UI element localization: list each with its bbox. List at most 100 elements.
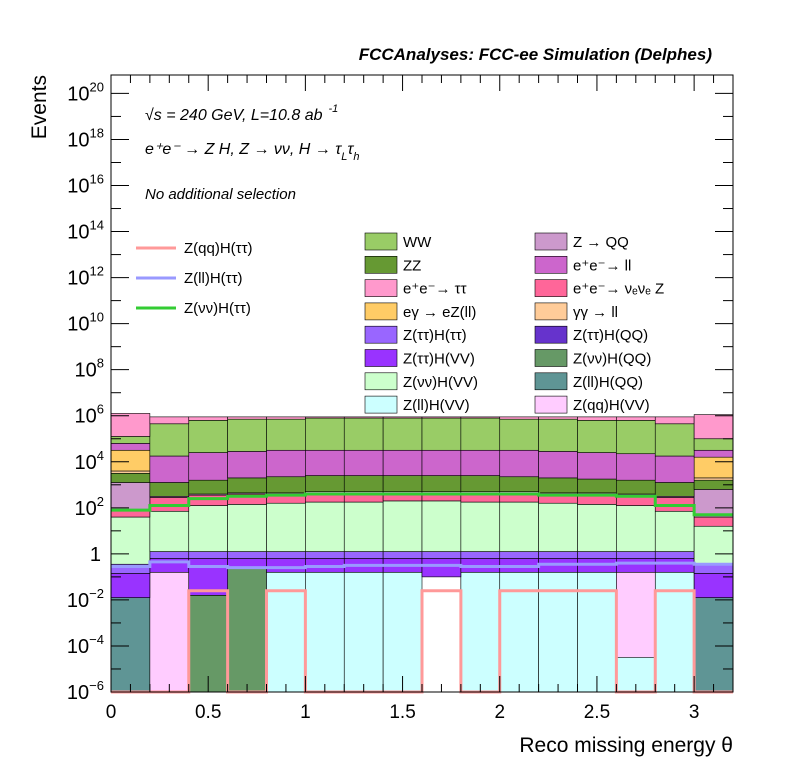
stack-bar-13-11 [538, 451, 578, 479]
stack-bar-10-6 [343, 475, 384, 493]
stack-bar-14-15 [693, 438, 734, 451]
stack-bar-7-7 [382, 500, 423, 552]
stack-bar-10-8 [421, 475, 462, 493]
y-axis-label: Events [28, 75, 51, 139]
y-tick-label-9: 1012 [67, 264, 104, 290]
axis-ticks: 0 0.5 1 1.5 2 2.5 3 10−6 10−4 10−2 1 102 104 106 108 10… [67, 75, 733, 723]
stack-bar-7-0 [110, 516, 151, 565]
chart-title: FCCAnalyses: FCC-ee Simulation (Delphes) [359, 45, 713, 64]
y-tick-label-7: 108 [75, 356, 104, 382]
x-tick-label-5: 2.5 [584, 702, 610, 723]
y-tick-label-6: 106 [75, 402, 104, 428]
annotation-selection: No additional selection [145, 186, 296, 203]
stack-bar-5-15 [693, 573, 734, 598]
stack-bar-6-6 [343, 551, 384, 559]
stack-bar-6-11 [538, 551, 578, 559]
stack-bar-9-0 [110, 482, 151, 511]
legend-right-label-3: γγ → ll [573, 304, 618, 321]
stack-bar-7-10 [499, 501, 539, 552]
legend-right-swatch-7 [534, 395, 568, 414]
stack-bar-5-2 [188, 558, 228, 596]
legend-mid-swatch-0 [364, 232, 398, 251]
legend-left-label-1: Z(ll)H(ττ) [184, 270, 243, 287]
stack-bar-7-1 [149, 510, 190, 552]
stack-bar-14-10 [499, 418, 539, 451]
stack-bar-3-5 [305, 571, 345, 693]
x-axis-label: Reco missing energy θ [519, 734, 733, 757]
stack-bar-3-11 [538, 571, 578, 693]
legend-right-label-4: Z(ττ)H(QQ) [573, 327, 648, 344]
legend-left-label-2: Z(νν)H(ττ) [184, 300, 251, 317]
stack-bar-15-13 [616, 416, 656, 421]
y-tick-label-12: 1018 [67, 125, 104, 151]
stack-bar-7-9 [460, 501, 501, 552]
stack-bar-15-12 [577, 416, 617, 421]
legend-right-label-2: e⁺e⁻→ νₑνₑ Z [573, 281, 664, 298]
legend-mid-label-3: eγ → eZ(ll) [403, 304, 476, 321]
stack-bar-14-7 [382, 417, 423, 451]
y-tick-label-5: 104 [75, 448, 104, 474]
stack-bar-15-1 [149, 416, 190, 425]
stack-bar-15-7 [382, 416, 423, 419]
stack-bar-8-15 [693, 516, 734, 527]
stack-bar-13-7 [382, 449, 423, 476]
stack-bar-0-0 [110, 597, 151, 693]
stack-bar-10-12 [577, 478, 617, 494]
stack-bar-14-3 [227, 418, 267, 452]
legend-right-swatch-1 [534, 255, 568, 274]
stack-bar-15-0 [110, 413, 151, 437]
stack-bar-14-0 [110, 436, 151, 444]
stack-bar-4-13 [616, 571, 656, 658]
signal-line-2 [111, 492, 733, 517]
stack-bar-14-6 [343, 417, 384, 451]
stack-bar-14-4 [266, 418, 306, 451]
stack-bar-5-4 [266, 558, 306, 573]
stack-bar-10-2 [188, 479, 228, 495]
legend-right-swatch-6 [534, 372, 568, 391]
stack-bar-12-0 [110, 449, 151, 472]
x-tick-label-0: 0 [106, 702, 117, 723]
y-tick-label-10: 1014 [67, 218, 104, 244]
stack-bar-3-6 [343, 571, 384, 693]
legend-right-swatch-0 [534, 232, 568, 251]
stack-bar-6-12 [577, 551, 617, 559]
stack-bar-13-1 [149, 455, 190, 483]
legend-right-label-0: Z → QQ [573, 234, 629, 251]
process-tau: τ [347, 141, 354, 158]
legend-mid-label-5: Z(ττ)H(VV) [403, 351, 475, 368]
y-tick-label-8: 1010 [67, 310, 104, 336]
stack-bar-6-4 [266, 551, 306, 559]
stack-bar-7-14 [654, 510, 695, 552]
stack-bar-14-11 [538, 418, 578, 452]
legend-mid-swatch-3 [364, 302, 398, 321]
stack-bar-15-6 [343, 416, 384, 419]
stack-bar-3-7 [382, 571, 423, 693]
stack-bar-7-15 [693, 525, 734, 565]
legend-mid-label-6: Z(νν)H(VV) [403, 374, 478, 391]
stack-bar-6-2 [188, 551, 228, 559]
legend-right-label-6: Z(ll)H(QQ) [573, 374, 643, 391]
legend-mid-label-1: ZZ [403, 257, 421, 274]
stack-bar-14-12 [577, 420, 617, 453]
stack-bar-6-10 [499, 551, 539, 559]
legend-right-swatch-5 [534, 349, 568, 367]
stack-bar-6-14 [654, 551, 695, 559]
stack-bar-13-14 [654, 455, 695, 483]
energy-text: √s = 240 GeV, L=10.8 ab [145, 107, 323, 124]
stack-bar-2-2 [188, 595, 228, 693]
legend-mid-label-7: Z(ll)H(VV) [403, 397, 470, 414]
legend-mid-swatch-1 [364, 255, 398, 274]
annotation-energy: √s = 240 GeV, L=10.8 ab -1 [145, 103, 338, 124]
x-tick-label-6: 3 [689, 702, 700, 723]
legend-mid-swatch-7 [364, 395, 398, 414]
legend-right-label-1: e⁺e⁻→ ll [573, 257, 631, 274]
stack-bar-15-2 [188, 416, 228, 421]
stack-bar-5-14 [654, 558, 695, 573]
stack-bar-15-15 [693, 414, 734, 440]
stack-bar-10-13 [616, 479, 656, 495]
stack-bar-6-3 [227, 551, 267, 559]
stack-bar-4-1 [149, 571, 190, 693]
stack-bar-14-14 [654, 423, 695, 457]
stack-bar-14-13 [616, 420, 656, 455]
stack-bar-15-4 [266, 416, 306, 420]
